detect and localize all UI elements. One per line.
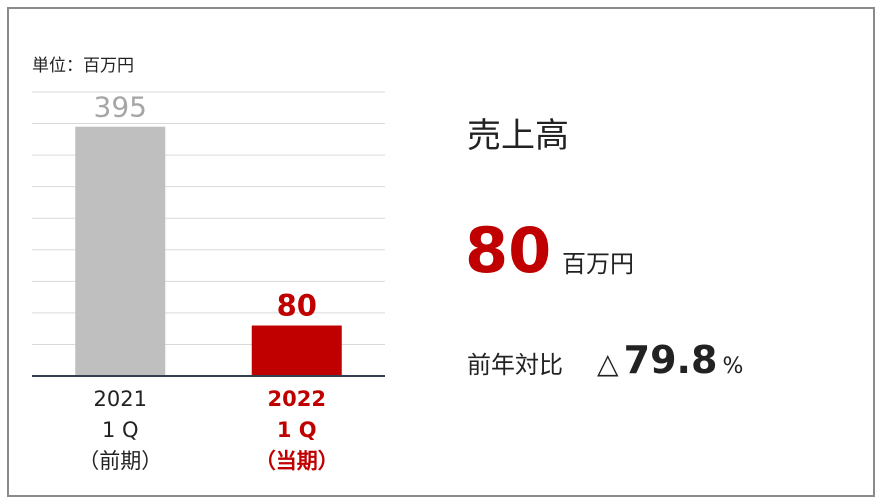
summary-unit: 百万円: [562, 250, 634, 278]
summary-yoy: 前年対比 △ 79.8 %: [467, 338, 743, 382]
summary-title: 売上高: [467, 116, 569, 156]
unit-label: 単位：百万円: [32, 56, 134, 76]
yoy-prefix: △: [597, 347, 619, 380]
bar: [251, 325, 342, 376]
x-tick-label: （当期）: [255, 449, 339, 473]
x-tick-label: 2022: [268, 387, 326, 411]
yoy-label: 前年対比: [467, 351, 563, 379]
yoy-unit: %: [723, 354, 744, 379]
yoy-value: 79.8: [624, 338, 718, 382]
x-tick-label: 1 Q: [277, 418, 317, 442]
summary-value: 80: [465, 214, 551, 287]
value-label: 395: [94, 91, 147, 124]
x-tick-label: 1 Q: [102, 418, 139, 442]
x-tick-label: （前期）: [78, 449, 162, 473]
value-label: 80: [277, 289, 317, 323]
bar: [75, 126, 166, 376]
x-tick-label: 2021: [94, 387, 147, 411]
